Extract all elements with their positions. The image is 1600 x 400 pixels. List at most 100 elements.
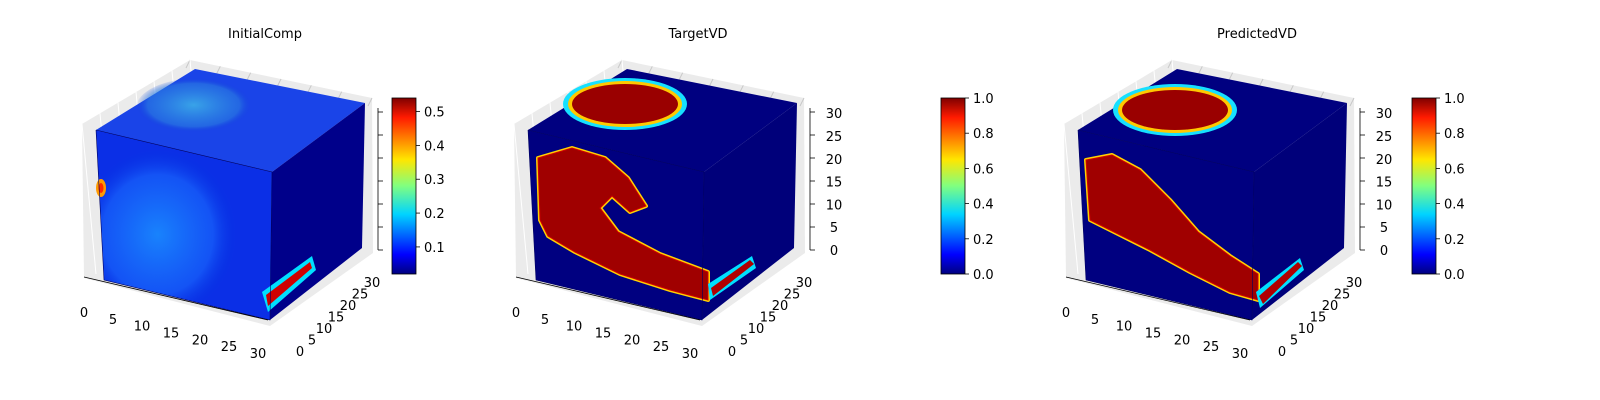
x-axis-line bbox=[515, 276, 701, 321]
front-field-blob bbox=[96, 130, 272, 320]
x-tick-label: 10 bbox=[1116, 320, 1133, 335]
grid-line bbox=[81, 123, 97, 275]
y-tick-label: 30 bbox=[364, 276, 381, 291]
cube-edge bbox=[95, 129, 273, 321]
x-tick-label: 20 bbox=[1174, 333, 1191, 348]
x-tick-label: 30 bbox=[682, 347, 699, 362]
x-tick-label: 0 bbox=[512, 306, 520, 321]
panel-title: PredictedVD bbox=[1217, 27, 1297, 42]
x-tick-label: 30 bbox=[250, 347, 267, 362]
x-tick-label: 15 bbox=[1145, 327, 1162, 342]
colorbar bbox=[391, 97, 417, 275]
cube-edge bbox=[1077, 129, 1255, 321]
colorbar-tick-label: 0.2 bbox=[973, 233, 994, 248]
y-tick-label: 30 bbox=[796, 276, 813, 291]
hotspot-left-core bbox=[98, 183, 104, 193]
colorbar bbox=[940, 97, 966, 275]
colorbar-tick-label: 0.6 bbox=[1444, 162, 1465, 177]
y-tick-label: 25 bbox=[1334, 288, 1351, 303]
colorbar-tick-label: 0.0 bbox=[973, 268, 994, 283]
colorbar-tick-label: 0.8 bbox=[1444, 127, 1465, 142]
x-tick-label: 5 bbox=[541, 313, 549, 328]
stripe-core bbox=[266, 262, 312, 306]
y-tick-label: 20 bbox=[340, 299, 357, 314]
y-tick-label: 25 bbox=[784, 288, 801, 303]
grid-line bbox=[617, 59, 623, 69]
x-tick-label: 30 bbox=[1232, 347, 1249, 362]
y-tick-label: 0 bbox=[728, 345, 736, 360]
z-tick-label: 15 bbox=[826, 176, 843, 191]
front-band-core bbox=[1085, 154, 1259, 301]
y-tick-label: 10 bbox=[1298, 322, 1315, 337]
y-tick-label: 15 bbox=[760, 311, 777, 326]
z-tick-label: 20 bbox=[1376, 153, 1393, 168]
y-tick-label: 15 bbox=[328, 311, 345, 326]
x-tick-label: 15 bbox=[595, 327, 612, 342]
grid-line bbox=[678, 72, 684, 81]
x-tick-label: 25 bbox=[653, 340, 670, 355]
x-tick-label: 20 bbox=[192, 333, 209, 348]
z-tick-label: 25 bbox=[1376, 130, 1393, 145]
cube-edge bbox=[527, 129, 705, 321]
stripe-core bbox=[711, 260, 754, 296]
x-axis-line bbox=[1065, 276, 1251, 321]
y-tick-label: 25 bbox=[352, 288, 369, 303]
colorbar-tick-label: 0.2 bbox=[424, 207, 445, 222]
grid-line bbox=[1197, 66, 1203, 75]
z-tick-label: 30 bbox=[826, 107, 843, 122]
cube-right-face bbox=[270, 103, 365, 320]
grid-line bbox=[1167, 59, 1173, 69]
grid-line bbox=[1228, 72, 1234, 81]
y-tick-label: 15 bbox=[1310, 311, 1327, 326]
x-tick-label: 0 bbox=[1062, 306, 1070, 321]
colorbar-tick-label: 0.2 bbox=[1444, 233, 1465, 248]
panel-title: InitialComp bbox=[228, 27, 302, 42]
y-tick-label: 5 bbox=[740, 334, 748, 349]
x-tick-label: 20 bbox=[624, 333, 641, 348]
colorbar-tick-label: 0.4 bbox=[424, 139, 445, 154]
colorbar-tick-label: 0.1 bbox=[424, 241, 445, 256]
top-blob-core bbox=[1122, 90, 1228, 130]
grid-line bbox=[647, 66, 653, 75]
colorbar-tick-label: 0.0 bbox=[1444, 268, 1465, 283]
stripe-core bbox=[1259, 262, 1302, 304]
x-tick-label: 25 bbox=[1203, 340, 1220, 355]
z-tick-label: 0 bbox=[1380, 244, 1388, 259]
colorbar-tick-label: 1.0 bbox=[973, 92, 994, 107]
z-tick-label: 15 bbox=[1376, 176, 1393, 191]
y-tick-label: 0 bbox=[296, 345, 304, 360]
y-tick-label: 30 bbox=[1346, 276, 1363, 291]
z-tick-label: 5 bbox=[830, 221, 838, 236]
colorbar-tick-label: 0.8 bbox=[973, 127, 994, 142]
cube-right-face bbox=[702, 103, 797, 320]
x-tick-label: 25 bbox=[221, 340, 238, 355]
grid-line bbox=[367, 97, 373, 107]
grid-line bbox=[215, 66, 221, 75]
grid-line bbox=[246, 72, 252, 81]
front-band-core bbox=[537, 147, 709, 301]
x-tick-label: 5 bbox=[109, 313, 117, 328]
colorbar bbox=[1411, 97, 1437, 275]
z-tick-label: 30 bbox=[1376, 107, 1393, 122]
panel-title: TargetVD bbox=[667, 27, 727, 42]
top-blob-core bbox=[572, 84, 678, 124]
grid-line bbox=[1349, 97, 1355, 107]
z-tick-label: 0 bbox=[830, 244, 838, 259]
z-tick-label: 10 bbox=[1376, 198, 1393, 213]
y-tick-label: 5 bbox=[1290, 334, 1298, 349]
colorbar-tick-label: 1.0 bbox=[1444, 92, 1465, 107]
x-tick-label: 15 bbox=[163, 327, 180, 342]
z-tick-label: 20 bbox=[826, 153, 843, 168]
x-tick-label: 0 bbox=[80, 306, 88, 321]
grid-line bbox=[513, 123, 529, 275]
y-tick-label: 0 bbox=[1278, 345, 1286, 360]
cube-right-face bbox=[1252, 103, 1347, 320]
y-tick-label: 10 bbox=[748, 322, 765, 337]
x-tick-label: 10 bbox=[566, 320, 583, 335]
z-tick-label: 10 bbox=[826, 198, 843, 213]
grid-line bbox=[1063, 123, 1079, 275]
grid-line bbox=[799, 97, 805, 107]
z-tick-label: 5 bbox=[1380, 221, 1388, 236]
